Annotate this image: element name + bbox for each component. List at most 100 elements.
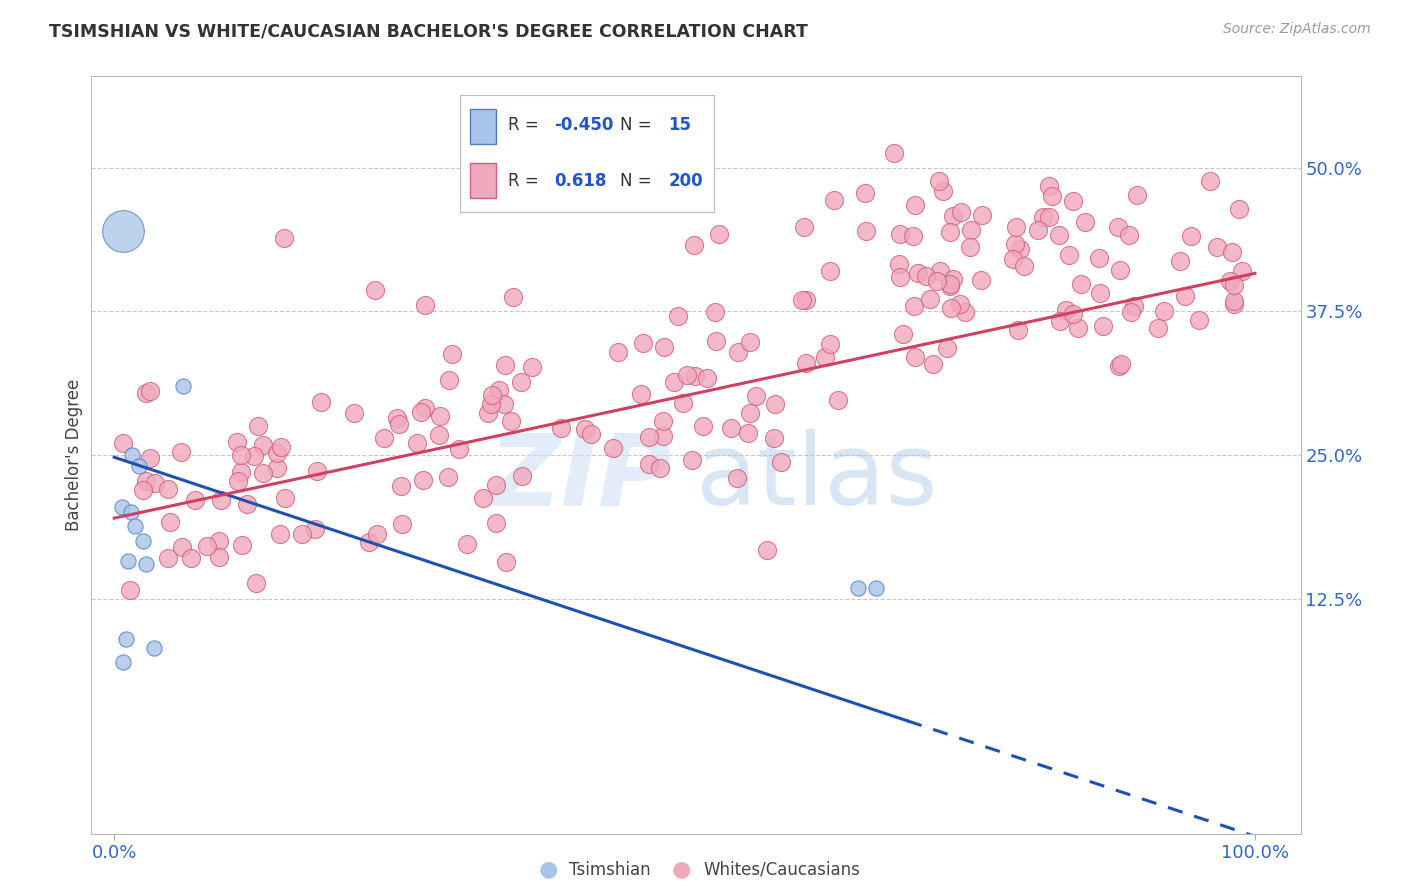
Point — [135, 557, 157, 571]
Point — [411, 405, 433, 419]
Point — [1057, 248, 1080, 262]
Point — [790, 293, 813, 307]
Point — [1054, 302, 1077, 317]
Point — [304, 521, 326, 535]
Point — [117, 553, 139, 567]
Point — [139, 384, 162, 398]
Point — [1220, 245, 1243, 260]
Point — [157, 551, 180, 566]
Point — [704, 305, 727, 319]
Point — [756, 543, 779, 558]
Point — [1067, 321, 1090, 335]
Point — [633, 335, 655, 350]
Point — [932, 185, 955, 199]
Point — [769, 455, 792, 469]
Point — [1091, 318, 1114, 333]
Point — [209, 493, 232, 508]
Point — [413, 298, 436, 312]
Point — [1074, 215, 1097, 229]
Point — [429, 409, 451, 424]
Point — [1147, 320, 1170, 334]
Point — [510, 375, 533, 389]
Point — [891, 327, 914, 342]
Point — [427, 427, 450, 442]
Point — [950, 204, 973, 219]
Point — [1126, 187, 1149, 202]
Point — [935, 341, 957, 355]
Point — [1230, 264, 1253, 278]
Point — [128, 459, 150, 474]
Text: atlas: atlas — [696, 429, 938, 526]
Point — [1122, 299, 1144, 313]
Text: Tsimshian: Tsimshian — [569, 861, 651, 879]
Point — [606, 344, 628, 359]
Point — [1047, 227, 1070, 242]
Point — [793, 219, 815, 234]
Point — [441, 346, 464, 360]
Point — [1229, 202, 1251, 217]
Point — [157, 482, 180, 496]
Point — [949, 297, 972, 311]
Point — [1038, 211, 1060, 225]
Point — [499, 414, 522, 428]
Point — [637, 457, 659, 471]
Point — [970, 273, 993, 287]
Point — [231, 448, 253, 462]
Point — [132, 534, 155, 549]
Point — [727, 344, 749, 359]
Point — [388, 417, 411, 432]
Point — [883, 145, 905, 160]
Point — [1188, 313, 1211, 327]
Point — [581, 426, 603, 441]
Point — [796, 293, 818, 307]
Point — [675, 368, 697, 382]
Point — [307, 464, 329, 478]
Point — [855, 224, 877, 238]
Point — [960, 223, 983, 237]
Point — [738, 334, 761, 349]
Point — [818, 264, 841, 278]
Point — [903, 299, 925, 313]
Point — [696, 371, 718, 385]
Point — [1111, 357, 1133, 371]
Point — [682, 238, 704, 252]
Point — [366, 527, 388, 541]
Point — [865, 581, 887, 595]
Point — [1014, 259, 1036, 273]
Point — [208, 533, 231, 548]
Point — [273, 231, 295, 245]
Point — [662, 375, 685, 389]
Point — [231, 538, 253, 552]
Point — [184, 492, 207, 507]
Point — [112, 655, 135, 669]
Point — [1219, 274, 1241, 288]
Point — [481, 388, 503, 402]
Text: Source: ZipAtlas.com: Source: ZipAtlas.com — [1223, 22, 1371, 37]
Point — [121, 448, 143, 462]
Point — [439, 372, 461, 386]
Point — [942, 272, 965, 286]
Point — [492, 397, 515, 411]
Point — [959, 240, 981, 254]
Point — [485, 516, 508, 530]
Point — [1223, 278, 1246, 293]
Point — [853, 186, 876, 201]
Point — [938, 279, 960, 293]
Point — [738, 406, 761, 420]
Point — [928, 174, 950, 188]
Point — [1004, 237, 1026, 252]
Point — [413, 401, 436, 416]
Point — [195, 539, 218, 553]
Point — [939, 301, 962, 315]
Text: Whites/Caucasians: Whites/Caucasians — [703, 861, 860, 879]
Point — [1010, 242, 1032, 256]
Point — [955, 305, 977, 319]
Point — [132, 483, 155, 498]
Point — [472, 491, 495, 505]
Point — [915, 269, 938, 284]
Point — [1049, 314, 1071, 328]
Point — [889, 227, 911, 241]
Point — [1223, 296, 1246, 310]
Point — [269, 527, 291, 541]
Point — [226, 435, 249, 450]
